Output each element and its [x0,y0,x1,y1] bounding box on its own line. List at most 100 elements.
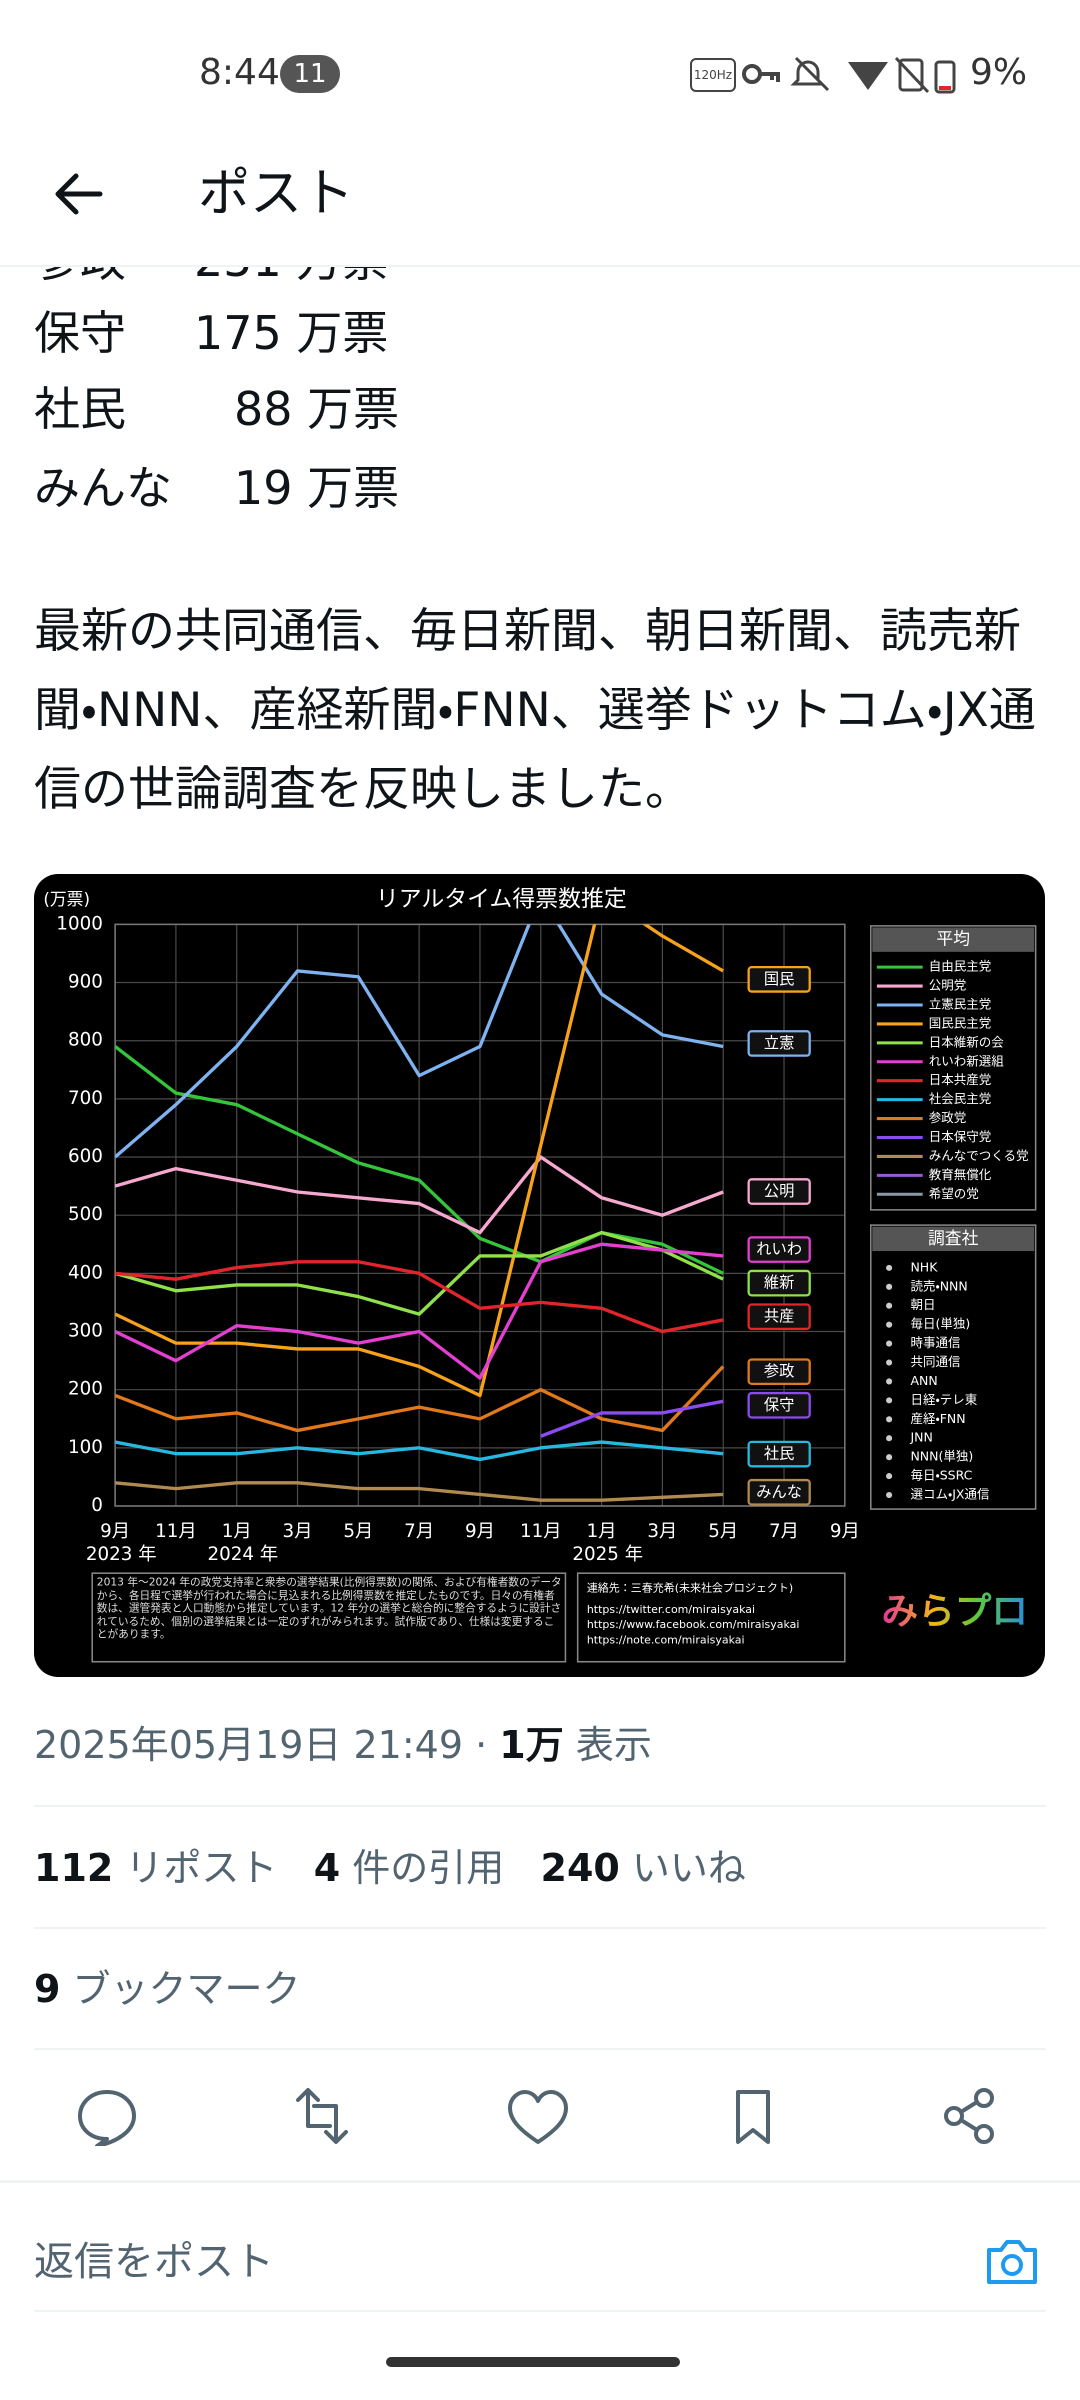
series-line [115,1230,724,1316]
bookmark-label: ブックマーク [72,1967,301,2011]
poll-marker [886,1264,893,1271]
notification-badge: 11 [280,55,340,93]
vote-line: みんな 19 万票 [34,458,399,518]
party: 参政 [34,267,126,287]
refresh-rate-icon: 120Hz [690,58,736,92]
bookmark-button[interactable] [736,2090,770,2144]
clock: 8:44 [199,52,280,93]
votes: 251 万票 [194,267,388,290]
poll-label: 選コム・JX通信 [910,1487,990,1502]
poll-label: NNN(単独) [910,1449,973,1464]
divider [34,1805,1046,1807]
poll-legend-title: 調査社 [928,1228,979,1248]
share-button[interactable] [944,2088,994,2144]
series-tag: 共産 [764,1307,795,1325]
vote-line: 保守 175 万票 [34,303,388,363]
quote-count: 4 [313,1846,341,1890]
series-line [115,1481,724,1502]
votes: 19 万票 [234,461,400,515]
legend-label: 社会民主党 [929,1091,992,1106]
legend-label: 国民民主党 [929,1015,992,1030]
series-tag-box [747,1303,811,1331]
poll-marker [886,1302,893,1309]
reply-button[interactable] [78,2090,136,2146]
views: 1万 [499,1723,564,1767]
series-tag: 立憲 [764,1034,795,1052]
poll-label: 共同通信 [910,1354,961,1369]
series-tag: 国民 [764,970,795,988]
poll-marker [886,1491,893,1499]
quotes[interactable]: 4 件の引用 [314,1846,505,1890]
poll-marker [886,1359,893,1366]
divider [34,2048,1046,2050]
legend-label: 日本保守党 [929,1129,992,1144]
x-tick-label: 3月 [647,1521,677,1542]
poll-label: NHK [910,1259,938,1274]
reposts[interactable]: 112 リポスト [34,1846,277,1890]
series-tag-box [747,1478,811,1506]
home-indicator [386,2357,680,2367]
x-tick-label: 11月 [155,1521,197,1542]
poll-label: JNN [909,1430,932,1445]
repost-button[interactable] [296,2088,348,2144]
x-tick-label: 3月 [283,1521,313,1542]
poll-marker [886,1397,893,1404]
party: 社民 [34,382,126,436]
series-tag-box [747,965,811,993]
poll-marker [886,1283,893,1290]
y-tick-label: 400 [68,1262,103,1283]
series-tag: 維新 [764,1274,795,1292]
like-button[interactable] [508,2090,568,2144]
y-tick-label: 800 [68,1030,103,1051]
post-meta: 2025年05月19日 21:49 · 1万 表示 [34,1720,652,1770]
legend-header [872,927,1035,952]
series-tag-box [747,1358,811,1386]
legend-label: 教育無償化 [929,1167,992,1182]
poll-label: 時事通信 [910,1335,961,1350]
series-line [115,1155,724,1235]
series-tag: みんな [756,1483,802,1501]
camera-button[interactable] [985,2236,1039,2286]
back-button[interactable] [50,166,106,222]
x-tick-label: 1月 [222,1521,252,1542]
poll-label: 毎日(単独) [910,1316,970,1331]
chart-image[interactable]: リアルタイム得票数推定 (万票) 0 100 200 300 400 500 600 700 800… [34,874,1045,1677]
header-divider [0,265,1080,267]
x-year-label: 2025 年 [572,1544,643,1565]
contact-line: https://note.com/miraisyakai [587,1633,745,1646]
series-line [115,1365,725,1433]
y-tick-label: 0 [91,1495,103,1516]
series-tag: れいわ [756,1240,802,1258]
legend-label: 公明党 [929,978,967,993]
series-tag-box [747,1440,811,1468]
chart-title: リアルタイム得票数推定 [376,886,627,912]
battery-level: 9% [970,52,1028,93]
legend-label: 日本維新の会 [929,1034,1005,1049]
repost-count: 112 [34,1846,114,1890]
separator: · [475,1723,488,1767]
poll-marker [886,1473,893,1480]
votes: 88 万票 [234,382,400,436]
vote-line: 社民 88 万票 [34,379,399,439]
poll-label: ANN [910,1373,937,1388]
series-line [540,1399,724,1438]
poll-label: 朝日 [910,1297,935,1312]
series-tag: 公明 [764,1182,795,1200]
bookmark-count: 9 [34,1967,61,2011]
y-tick-label: 200 [68,1379,103,1400]
legend-label: 参政党 [929,1110,967,1125]
series-line [115,1440,724,1462]
reply-input[interactable]: 返信をポスト [34,2239,274,2285]
note-container: 2013 年～2024 年の政党支持率と衆参の選挙結果(比例得票数)の関係、およ… [97,1576,562,1641]
legend-label: みんなでつくる党 [929,1148,1029,1163]
x-tick-label: 7月 [404,1521,434,1542]
engagement-stats: 112 リポスト 4 件の引用 240 いいね [34,1843,746,1893]
action-bar [78,2088,994,2146]
like-label: いいね [631,1846,746,1890]
series-line [115,1045,724,1275]
likes[interactable]: 240 いいね [541,1846,746,1890]
bookmarks[interactable]: 9 ブックマーク [34,1964,301,2014]
x-tick-label: 1月 [587,1521,617,1542]
poll-marker [886,1321,893,1328]
y-tick-label: 300 [68,1321,103,1342]
